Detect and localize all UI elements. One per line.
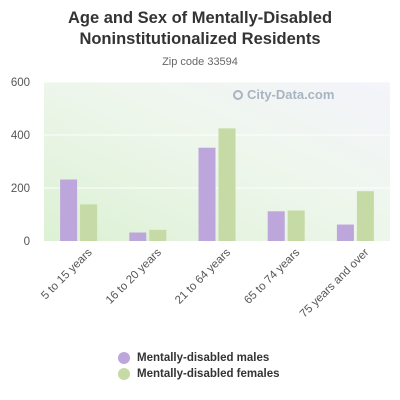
y-tick-label: 600 bbox=[11, 77, 30, 89]
watermark-text: City-Data.com bbox=[247, 87, 335, 102]
bar-males bbox=[267, 211, 285, 241]
bar-males bbox=[129, 232, 147, 241]
y-tick-label: 0 bbox=[24, 236, 30, 248]
x-tick-label: 16 to 20 years bbox=[104, 246, 164, 306]
legend-swatch-females bbox=[118, 368, 130, 380]
chart-title-line1: Age and Sex of Mentally-Disabled bbox=[67, 9, 333, 27]
chart-title-line2: Noninstitutionalized Residents bbox=[79, 30, 321, 48]
bar-females bbox=[287, 210, 305, 241]
search-icon bbox=[233, 89, 243, 100]
bar-males bbox=[60, 179, 78, 241]
x-tick-label: 75 years and over bbox=[298, 247, 372, 321]
y-tick-label: 400 bbox=[11, 130, 30, 142]
bar-males bbox=[198, 147, 216, 241]
bar-females bbox=[149, 229, 167, 241]
chart-subtitle: Zip code 33594 bbox=[162, 56, 238, 68]
bar-males bbox=[336, 224, 354, 241]
x-tick-label: 21 to 64 years bbox=[173, 246, 233, 306]
legend-swatch-males bbox=[118, 352, 130, 364]
legend: Mentally-disabled males Mentally-disable… bbox=[118, 350, 280, 382]
chart-title: Age and Sex of Mentally-Disabled Noninst… bbox=[0, 8, 400, 50]
x-tick-label: 5 to 15 years bbox=[39, 246, 95, 302]
legend-label-females: Mentally-disabled females bbox=[137, 368, 280, 380]
bar-females bbox=[218, 128, 236, 241]
legend-item-females: Mentally-disabled females bbox=[118, 366, 280, 382]
bar-females bbox=[80, 204, 98, 241]
watermark: City-Data.com bbox=[233, 87, 334, 102]
x-tick-label: 65 to 74 years bbox=[242, 246, 302, 306]
bar-females bbox=[356, 191, 374, 241]
legend-item-males: Mentally-disabled males bbox=[118, 350, 280, 366]
plot-area bbox=[44, 82, 390, 241]
y-tick-label: 200 bbox=[11, 183, 30, 195]
legend-label-males: Mentally-disabled males bbox=[137, 352, 270, 364]
